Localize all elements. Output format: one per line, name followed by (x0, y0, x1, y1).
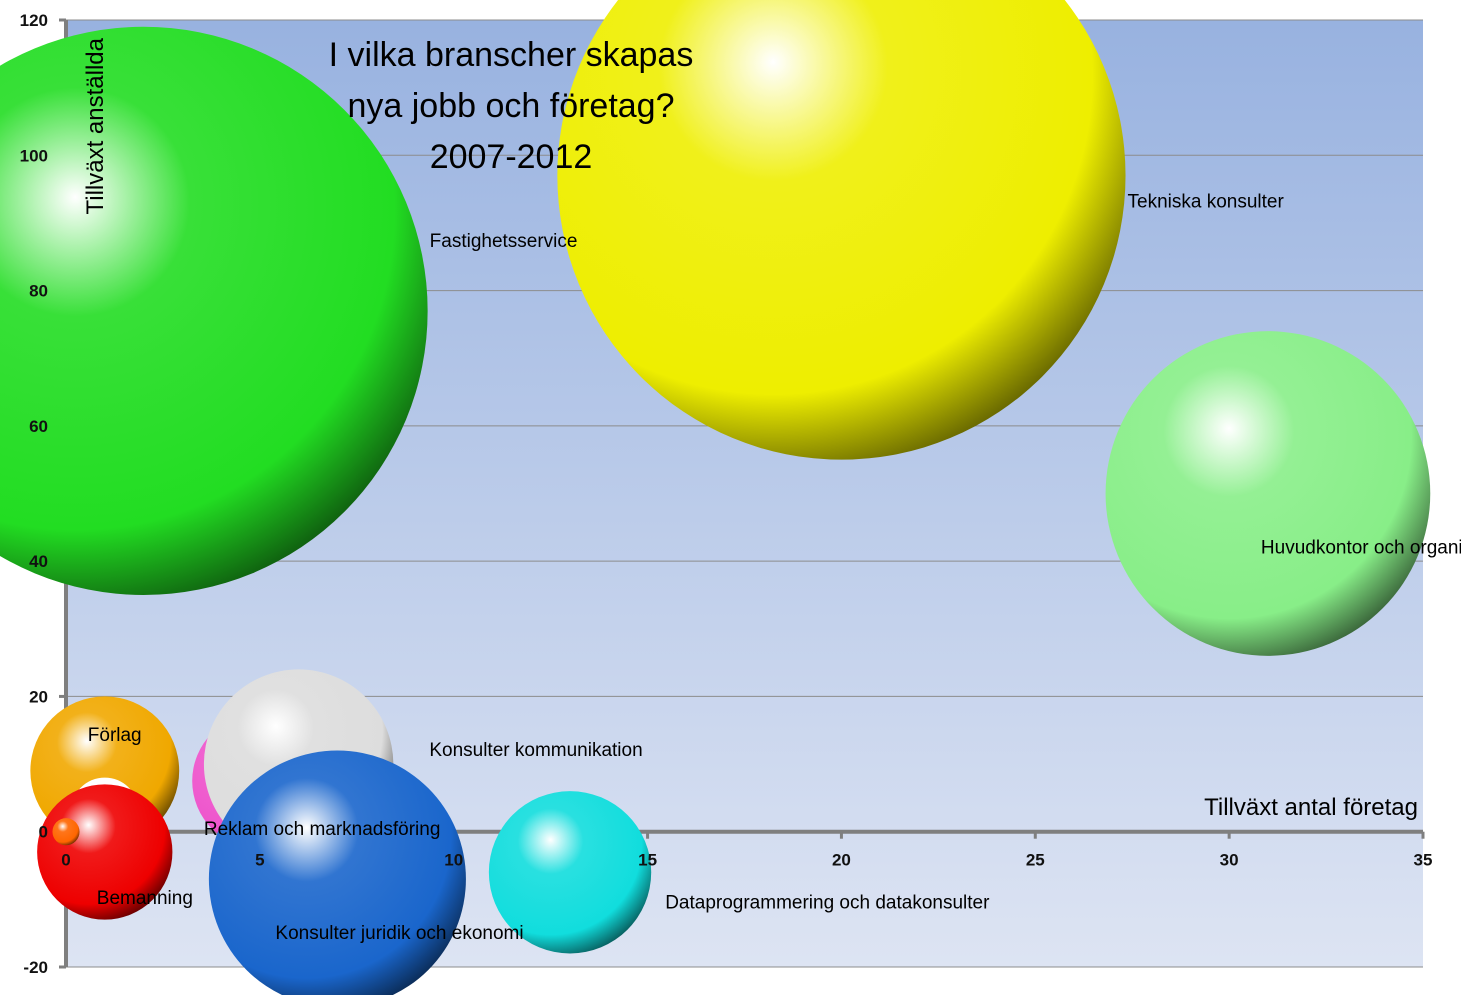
bubble-label-3: Förlag (88, 725, 142, 746)
y-tick-label: 120 (20, 11, 48, 30)
y-tick-label: 40 (29, 552, 48, 571)
x-tick-label: 30 (1220, 851, 1239, 870)
bubble-8 (208, 750, 466, 1000)
bubble-label-1: Tekniska konsulter (1128, 192, 1285, 213)
chart-title-line: I vilka branscher skapas (329, 36, 694, 74)
bubble-label-9: Dataprogrammering och datakonsulter (665, 892, 990, 913)
bubbles (0, 0, 1431, 1000)
bubble-1 (557, 0, 1126, 460)
bubble-9 (488, 791, 652, 954)
bubble-label-6: Reklam och marknadsföring (204, 819, 441, 840)
y-tick-label: 100 (20, 146, 48, 165)
x-axis-title: Tillväxt antal företag (1204, 794, 1418, 821)
bubble-2 (1105, 331, 1431, 656)
y-tick-label: 60 (29, 417, 48, 436)
chart-title-line: nya jobb och företag? (347, 87, 674, 125)
titles: I vilka branscher skapas nya jobb och för… (82, 36, 1418, 821)
bubble-label-8: Konsulter juridik och ekonomi (275, 923, 523, 944)
chart-title-line: 2007-2012 (430, 138, 593, 176)
x-tick-label: 0 (61, 851, 70, 870)
y-tick-label: -20 (23, 958, 48, 977)
x-tick-label: 35 (1414, 851, 1433, 870)
x-tick-label: 5 (255, 851, 264, 870)
y-tick-label: 20 (29, 687, 48, 706)
y-tick-label: 0 (39, 823, 48, 842)
bubble-5 (37, 784, 173, 920)
x-tick-label: 20 (832, 851, 851, 870)
tick-labels: 0 5 10 15 20 25 30 35 -20 0 20 40 60 80 100 120 (20, 11, 1433, 977)
bubble-label-2: Huvudkontor och organisationskonsulter (1261, 538, 1461, 559)
bubble-10 (52, 818, 80, 846)
bubble-label-5: Bemanning (97, 888, 193, 909)
bubble-labels: Fastighetsservice Tekniska konsulter Huvud… (88, 192, 1461, 944)
bubble-0 (0, 26, 428, 595)
bubble-label-0: Fastighetsservice (430, 231, 578, 252)
y-axis-title: Tillväxt anställda (82, 37, 109, 214)
x-tick-label: 10 (444, 851, 463, 870)
bubble-label-7: Konsulter kommunikation (429, 740, 642, 761)
x-tick-label: 15 (638, 851, 657, 870)
x-tick-label: 25 (1026, 851, 1045, 870)
y-tick-label: 80 (29, 282, 48, 301)
